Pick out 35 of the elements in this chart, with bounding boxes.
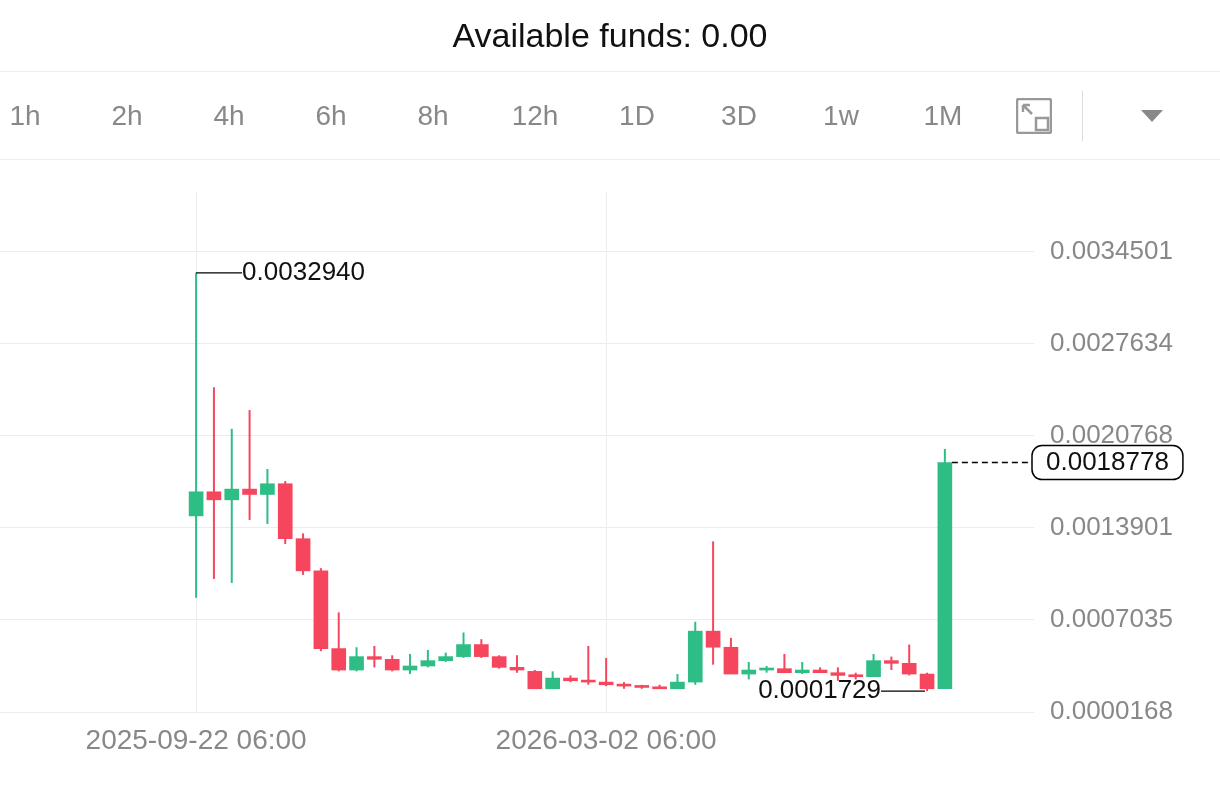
y-tick-label: 0.0034501 <box>1050 235 1173 266</box>
candlestick <box>474 638 489 659</box>
candlestick <box>777 652 792 674</box>
text: 1M <box>922 99 964 132</box>
text: 4h <box>212 99 246 132</box>
x-tick-label: 2025-09-22 06:00 <box>85 723 307 755</box>
text: 1h <box>8 99 42 132</box>
annotation: 0.0032940 <box>242 255 366 286</box>
candlestick <box>224 427 240 584</box>
x-tick-label: 2026-03-02 06:00 <box>495 723 717 755</box>
text: 8h <box>416 99 450 132</box>
candlestick <box>919 671 935 693</box>
candlestick <box>705 540 721 666</box>
y-tick-label: 0.0000168 <box>1050 695 1173 726</box>
candlestick <box>367 644 382 669</box>
y-tick-label: 0.0013901 <box>1050 511 1173 542</box>
y-tick-label: 0.0007035 <box>1050 603 1173 634</box>
candlestick <box>901 643 917 677</box>
y-tick-label: 0.0027634 <box>1050 327 1173 358</box>
candlestick <box>527 669 543 690</box>
chart-title: Available funds: 0.00 <box>0 0 1220 72</box>
candlestick <box>260 468 275 525</box>
annotation: 0.0001729 <box>758 674 882 705</box>
text: 1D <box>618 99 656 132</box>
text: 3D <box>720 99 758 132</box>
candlestick <box>242 409 257 521</box>
text: 6h <box>314 99 348 132</box>
candlestick <box>206 386 222 580</box>
candlestick <box>456 631 471 659</box>
candlestick <box>331 611 347 673</box>
text: 12h <box>510 99 560 132</box>
text: 2h <box>110 99 144 132</box>
candlestick <box>349 646 364 673</box>
candlestick <box>866 652 881 678</box>
text: 1w <box>822 99 860 132</box>
